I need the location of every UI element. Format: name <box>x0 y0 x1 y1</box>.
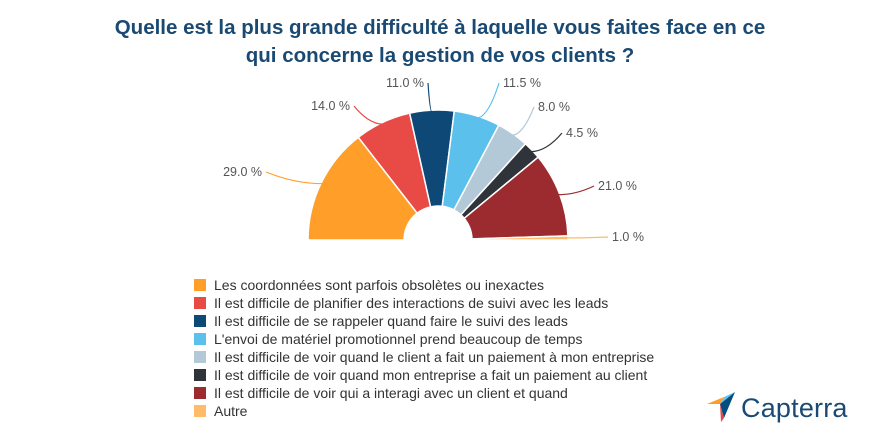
legend-item-8: Autre <box>194 402 654 420</box>
legend-label: Il est difficile de se rappeler quand fa… <box>214 313 568 329</box>
legend-swatch <box>194 369 206 381</box>
chart-title-line-1: Quelle est la plus grande difficulté à l… <box>114 16 766 39</box>
leader-line-5 <box>511 106 535 136</box>
data-label-8: 1.0 % <box>612 230 644 244</box>
legend-item-1: Les coordonnées sont parfois obsolètes o… <box>194 276 654 294</box>
legend-swatch <box>194 405 206 417</box>
capterra-logo-text: Capterra <box>741 392 848 423</box>
slice-1 <box>307 136 419 241</box>
data-label-4: 11.5 % <box>503 76 541 90</box>
leader-line-1 <box>265 171 324 185</box>
slice-7 <box>463 156 569 240</box>
legend-item-6: Il est difficile de voir quand mon entre… <box>194 366 654 384</box>
legend-swatch <box>194 315 206 327</box>
chart-title-line-2: qui concerne la gestion de vos clients ? <box>245 44 635 67</box>
chart-title: Quelle est la plus grande difficulté à l… <box>0 14 880 70</box>
legend-label: Il est difficile de voir qui a interagi … <box>214 385 568 401</box>
data-label-1: 29.0 % <box>223 165 262 179</box>
legend-label: Il est difficile de planifier des intera… <box>214 295 609 311</box>
legend-item-4: L'envoi de matériel promotionnel prend b… <box>194 330 654 348</box>
legend-item-7: Il est difficile de voir qui a interagi … <box>194 384 654 402</box>
legend-label: Les coordonnées sont parfois obsolètes o… <box>214 277 544 293</box>
legend-swatch <box>194 297 206 309</box>
chart-legend: Les coordonnées sont parfois obsolètes o… <box>194 276 654 420</box>
slice-8 <box>471 235 569 241</box>
legend-label: Autre <box>214 403 248 419</box>
leader-line-6 <box>530 132 563 153</box>
leader-line-3 <box>427 82 433 113</box>
leader-line-8 <box>565 236 609 239</box>
capterra-logo: Capterra <box>707 392 848 424</box>
legend-label: L'envoi de matériel promotionnel prend b… <box>214 331 583 347</box>
legend-swatch <box>194 351 206 363</box>
leader-line-4 <box>476 82 500 119</box>
legend-item-2: Il est difficile de planifier des intera… <box>194 294 654 312</box>
data-label-7: 21.0 % <box>598 179 637 193</box>
legend-label: Il est difficile de voir quand mon entre… <box>214 367 648 383</box>
legend-swatch <box>194 387 206 399</box>
data-label-2: 14.0 % <box>311 99 350 113</box>
capterra-arrow-icon <box>707 392 735 422</box>
legend-label: Il est difficile de voir quand le client… <box>214 349 655 365</box>
legend-swatch <box>194 333 206 345</box>
legend-item-5: Il est difficile de voir quand le client… <box>194 348 654 366</box>
legend-swatch <box>194 279 206 291</box>
legend-item-3: Il est difficile de se rappeler quand fa… <box>194 312 654 330</box>
data-label-3: 11.0 % <box>386 76 424 90</box>
data-label-5: 8.0 % <box>538 100 570 114</box>
leader-line-2 <box>353 105 384 125</box>
leader-line-7 <box>557 185 595 196</box>
data-label-6: 4.5 % <box>566 126 598 140</box>
